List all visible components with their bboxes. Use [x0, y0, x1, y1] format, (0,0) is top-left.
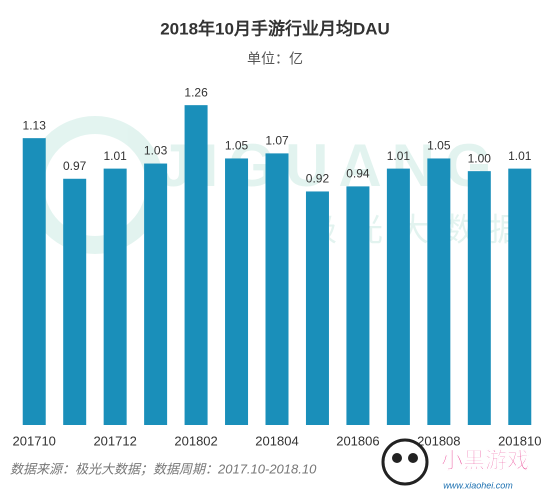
data-label: 1.01: [508, 149, 532, 163]
data-label: 1.01: [103, 149, 127, 163]
bar: [265, 153, 289, 425]
x-tick-label: 201804: [255, 433, 298, 448]
chart-subtitle: 单位：亿: [247, 51, 303, 67]
watermark-logo: [26, 116, 164, 254]
chart-title: 2018年10月手游行业月均DAU: [160, 18, 390, 38]
x-tick-label: 201808: [417, 433, 460, 448]
bar: [386, 168, 410, 425]
bar: [103, 168, 127, 425]
data-label: 1.03: [144, 144, 168, 158]
logo-url: www.xiaohei.com: [443, 480, 513, 490]
bar: [467, 171, 491, 425]
bar: [427, 158, 451, 425]
site-logo: 小黑游戏 www.xiaohei.com: [381, 438, 529, 490]
data-label: 1.13: [23, 118, 47, 132]
bar: [225, 158, 249, 425]
data-label: 1.01: [387, 149, 411, 163]
logo-icon: [408, 453, 418, 463]
data-label: 1.05: [427, 139, 451, 153]
logo-icon: [392, 453, 402, 463]
x-tick-label: 201710: [13, 433, 56, 448]
bar: [63, 178, 87, 425]
data-label: 1.00: [468, 151, 492, 165]
logo-text: 小黑游戏: [441, 448, 529, 473]
source-note: 数据来源：极光大数据；数据周期：2017.10-2018.10: [10, 461, 317, 476]
x-tick-label: 201802: [174, 433, 217, 448]
x-tick-label: 201806: [336, 433, 379, 448]
data-label: 0.97: [63, 159, 87, 173]
data-label: 1.07: [265, 134, 289, 148]
bar: [144, 163, 168, 426]
bar: [305, 191, 329, 425]
bar: [184, 105, 208, 426]
watermark-text: 极光大数据: [305, 211, 535, 247]
bar: [508, 168, 532, 425]
data-label: 1.26: [184, 85, 208, 99]
data-label: 1.05: [225, 139, 249, 153]
x-tick-label: 201810: [498, 433, 541, 448]
bar: [346, 186, 370, 425]
logo-icon: [381, 438, 429, 486]
x-tick-label: 201712: [93, 433, 136, 448]
bar: [22, 138, 46, 425]
data-label: 0.94: [346, 167, 370, 181]
data-label: 0.92: [306, 172, 330, 186]
